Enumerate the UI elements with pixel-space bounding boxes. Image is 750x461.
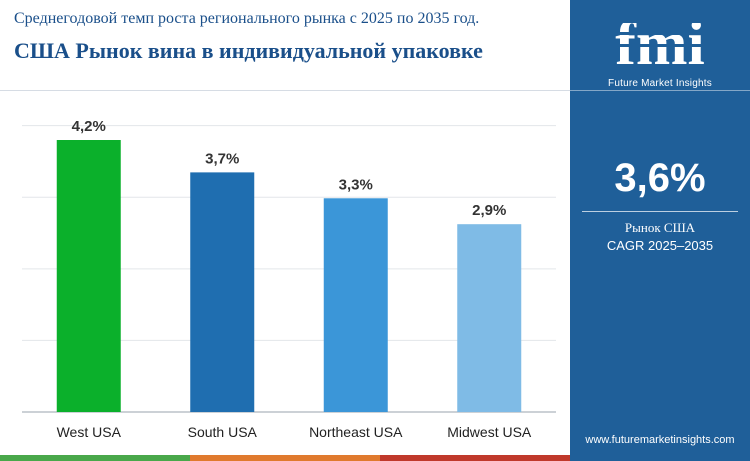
data-label-northeast-usa: 3,3%	[339, 176, 373, 193]
sidebar-divider	[570, 90, 750, 91]
bar-midwest-usa	[457, 224, 522, 412]
bar-west-usa	[56, 140, 121, 412]
fmi-logo-tagline: Future Market Insights	[608, 78, 712, 89]
x-tick-label-west-usa: West USA	[57, 424, 122, 440]
bar-chart-svg: 4,2% West USA 3,7% South USA 3,3% Northeast U…	[22, 118, 556, 440]
chart-title: США Рынок вина в индивидуальной упаковке	[14, 38, 483, 63]
data-label-west-usa: 4,2%	[72, 118, 106, 135]
bottom-strip-orange	[190, 455, 380, 461]
x-tick-label-midwest-usa: Midwest USA	[447, 424, 532, 440]
header-divider	[0, 90, 570, 91]
bar-chart: 4,2% West USA 3,7% South USA 3,3% Northeast U…	[0, 92, 570, 452]
cagr-label-period: CAGR 2025–2035	[606, 238, 714, 253]
bottom-strip-green	[0, 455, 190, 461]
website-link[interactable]: www.futuremarketinsights.com	[585, 434, 735, 446]
data-label-midwest-usa: 2,9%	[472, 202, 506, 219]
x-tick-label-south-usa: South USA	[188, 424, 258, 440]
cagr-divider	[582, 211, 738, 212]
bottom-strip-blue	[570, 455, 750, 461]
x-tick-label-northeast-usa: Northeast USA	[309, 424, 403, 440]
chart-header: Среднегодовой темп роста регионального р…	[0, 0, 570, 90]
bar-northeast-usa	[323, 198, 388, 412]
fmi-logo-text: fmi	[615, 10, 705, 74]
sidebar-panel: fmi Future Market Insights 3,6% Рынок СШ…	[570, 0, 750, 461]
data-label-south-usa: 3,7%	[205, 150, 239, 167]
cagr-label-market: Рынок США	[624, 220, 696, 235]
cagr-value: 3,6%	[614, 156, 706, 200]
fmi-logo-mark: fmi	[598, 10, 722, 78]
chart-subtitle: Среднегодовой темп роста регионального р…	[14, 10, 480, 27]
bar-south-usa	[190, 172, 255, 412]
fmi-logo: fmi Future Market Insights	[570, 8, 750, 89]
bottom-strip-red	[380, 455, 570, 461]
